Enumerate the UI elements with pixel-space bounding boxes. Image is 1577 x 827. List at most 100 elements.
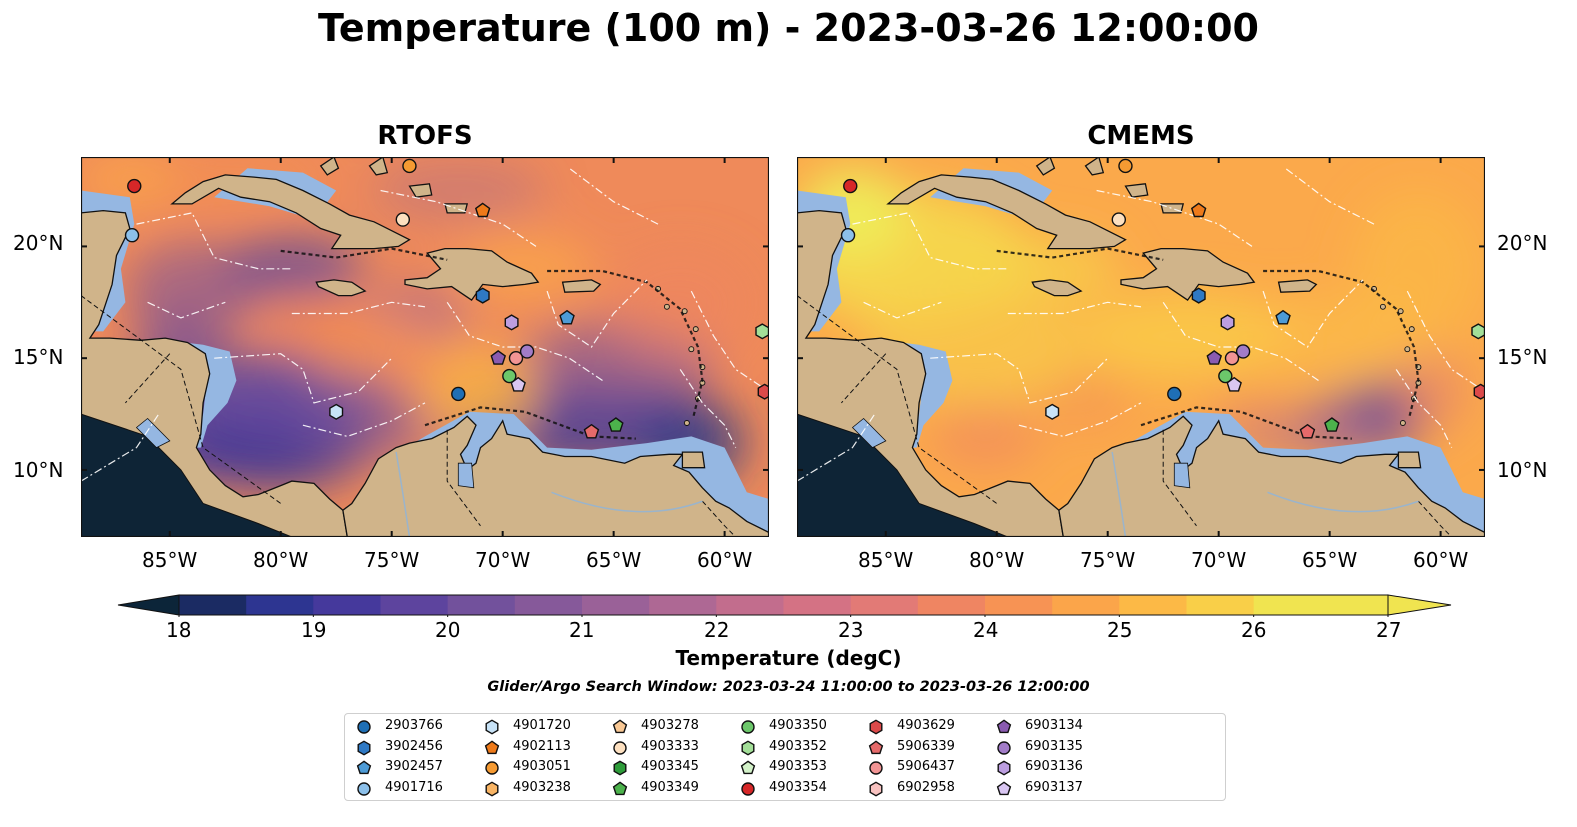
lake bbox=[1173, 462, 1191, 489]
lon-tick-left: 80°W bbox=[253, 548, 309, 572]
lake bbox=[135, 417, 171, 449]
land-trinidad bbox=[1397, 451, 1422, 469]
land-trinidad bbox=[681, 451, 706, 469]
lon-tick-left: 70°W bbox=[475, 548, 531, 572]
colorbar-tick: 27 bbox=[1376, 618, 1402, 642]
colorbar-bin bbox=[783, 595, 852, 615]
island bbox=[1408, 326, 1415, 333]
float-marker-4903333 bbox=[1111, 212, 1127, 227]
legend-label: 4903333 bbox=[641, 738, 699, 754]
lon-tick-right: 80°W bbox=[969, 548, 1025, 572]
eez-boundary bbox=[568, 167, 659, 225]
colorbar-tick: 18 bbox=[166, 618, 192, 642]
depth-contour bbox=[996, 247, 1164, 261]
land-southAmerica bbox=[1058, 415, 1485, 537]
legend-marker-shape bbox=[741, 739, 755, 756]
shallow-shelf bbox=[863, 338, 953, 448]
float-marker-4903354 bbox=[127, 178, 142, 194]
eez-boundary bbox=[1262, 279, 1364, 348]
legend-marker-pentagon bbox=[356, 760, 372, 775]
float-marker-4903629 bbox=[757, 383, 769, 400]
float-marker-3902456 bbox=[1191, 287, 1206, 304]
eez-boundary bbox=[1406, 290, 1485, 393]
eez-boundary bbox=[81, 413, 160, 482]
legend-marker-shape bbox=[741, 781, 755, 796]
legend-marker-shape bbox=[997, 760, 1011, 776]
legend-marker-pentagon bbox=[484, 739, 500, 754]
land-cuba bbox=[170, 174, 411, 250]
legend-label: 5906437 bbox=[897, 759, 955, 774]
float-marker-4901720 bbox=[1045, 403, 1060, 420]
country-border bbox=[125, 353, 171, 404]
colorbar-tick: 20 bbox=[435, 618, 461, 642]
depth-contour bbox=[280, 247, 448, 261]
legend-marker-shape bbox=[996, 780, 1012, 795]
land-bahamas2 bbox=[368, 157, 389, 176]
legend-marker-shape bbox=[996, 719, 1012, 734]
legend-marker-shape bbox=[613, 740, 627, 755]
lat-tick-right: 15°N bbox=[1497, 345, 1548, 369]
float-marker-2903766 bbox=[451, 386, 466, 402]
colorbar-extend-high bbox=[1387, 594, 1452, 616]
float-marker-4903051 bbox=[402, 158, 417, 174]
legend-marker-shape bbox=[997, 740, 1011, 755]
temperature-anomaly bbox=[125, 241, 259, 341]
float-marker-4903629 bbox=[1473, 383, 1485, 400]
eez-boundary bbox=[546, 279, 648, 348]
legend-marker-shape bbox=[869, 761, 883, 775]
colorbar-tick: 26 bbox=[1241, 618, 1267, 642]
colorbar-bin bbox=[985, 595, 1053, 615]
map-frame bbox=[81, 157, 769, 537]
temperature-anomaly bbox=[1389, 351, 1470, 432]
island bbox=[1397, 308, 1404, 315]
float-marker-5906437 bbox=[508, 350, 524, 366]
legend-label: 4902113 bbox=[513, 738, 571, 754]
legend-marker-circle bbox=[741, 720, 755, 734]
legend-marker-circle bbox=[741, 781, 755, 796]
main-title: Temperature (100 m) - 2023-03-26 12:00:0… bbox=[317, 6, 1259, 50]
legend-marker-shape bbox=[485, 719, 499, 735]
legend-marker-hexagon bbox=[997, 760, 1011, 776]
river bbox=[1111, 451, 1127, 537]
float-marker-4902113 bbox=[1190, 202, 1207, 218]
depth-contour bbox=[424, 406, 636, 440]
country-border bbox=[1162, 429, 1197, 527]
temperature-anomaly bbox=[930, 402, 1042, 470]
float-marker-4903349 bbox=[1324, 417, 1340, 432]
eez-boundary bbox=[690, 290, 769, 393]
legend-label: 4903353 bbox=[769, 759, 827, 774]
colorbar-bin bbox=[380, 595, 449, 615]
panel-title-rtofs: RTOFS bbox=[377, 121, 473, 151]
legend-marker-pentagon bbox=[740, 760, 756, 775]
float-marker-4902113 bbox=[474, 202, 491, 218]
legend-label: 6903136 bbox=[1025, 759, 1083, 774]
temperature-anomaly bbox=[258, 297, 370, 352]
legend-label: 4903350 bbox=[769, 718, 827, 733]
legend-marker-shape bbox=[484, 739, 500, 754]
eez-boundary bbox=[1096, 189, 1253, 247]
float-marker-4901716 bbox=[840, 228, 856, 243]
float-marker-6903137 bbox=[1226, 376, 1242, 392]
legend-marker-circle bbox=[485, 761, 499, 775]
legend-marker-circle bbox=[869, 761, 883, 775]
temperature-anomaly bbox=[1041, 376, 1130, 430]
float-marker-3902457 bbox=[1275, 309, 1291, 325]
float-marker-6903136 bbox=[504, 314, 519, 331]
lake bbox=[851, 417, 887, 449]
eez-boundary bbox=[136, 212, 292, 270]
eez-boundary bbox=[147, 301, 226, 319]
depth-contour bbox=[1263, 269, 1420, 417]
colorbar-bin bbox=[1119, 595, 1188, 615]
colorbar-extend-low bbox=[117, 594, 180, 616]
map-frame bbox=[797, 157, 1485, 537]
land-southAmerica bbox=[342, 415, 769, 537]
island bbox=[663, 303, 670, 310]
colorbar-bin bbox=[179, 595, 247, 615]
legend-label: 4903238 bbox=[513, 779, 571, 795]
map-panel-rtofs bbox=[81, 157, 769, 537]
depth-contour bbox=[547, 269, 704, 417]
eez-boundary bbox=[291, 301, 426, 315]
colorbar-bin bbox=[917, 595, 986, 615]
legend-marker-shape bbox=[357, 720, 371, 734]
float-marker-5906339 bbox=[1299, 423, 1316, 439]
